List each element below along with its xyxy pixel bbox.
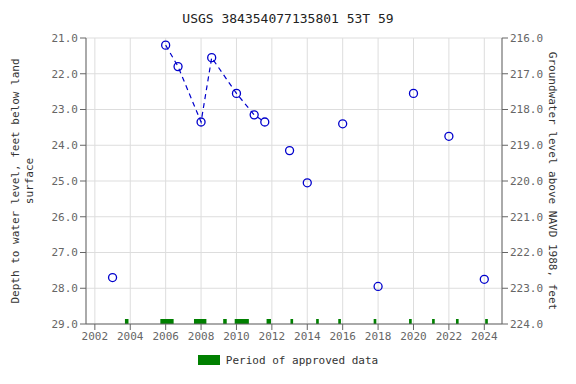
svg-text:28.0: 28.0 [52, 282, 79, 295]
svg-text:2022: 2022 [436, 330, 463, 343]
svg-text:24.0: 24.0 [52, 139, 79, 152]
svg-text:2018: 2018 [365, 330, 392, 343]
svg-text:2014: 2014 [294, 330, 321, 343]
svg-text:Groundwater level above NAVD 1: Groundwater level above NAVD 1988, feet [546, 52, 559, 310]
svg-text:2006: 2006 [152, 330, 179, 343]
svg-text:27.0: 27.0 [52, 246, 79, 259]
svg-text:220.0: 220.0 [510, 175, 543, 188]
svg-text:2024: 2024 [471, 330, 498, 343]
svg-text:221.0: 221.0 [510, 211, 543, 224]
svg-text:217.0: 217.0 [510, 68, 543, 81]
svg-text:219.0: 219.0 [510, 139, 543, 152]
svg-text:2004: 2004 [117, 330, 144, 343]
svg-text:2002: 2002 [82, 330, 109, 343]
svg-text:26.0: 26.0 [52, 211, 79, 224]
svg-text:2012: 2012 [259, 330, 286, 343]
svg-text:216.0: 216.0 [510, 32, 543, 45]
html-text:Period of approved data: Period of approved data [225, 353, 379, 367]
svg-text:218.0: 218.0 [510, 103, 543, 116]
html-text:USGS 384354077135801 53T 59: USGS 384354077135801 53T 59 [182, 11, 394, 26]
svg-text:2008: 2008 [188, 330, 215, 343]
svg-text:2016: 2016 [329, 330, 356, 343]
svg-text:222.0: 222.0 [510, 246, 543, 259]
svg-text:2020: 2020 [400, 330, 427, 343]
svg-text:Depth to water level, feet bel: Depth to water level, feet below landsur… [9, 58, 35, 303]
svg-text:224.0: 224.0 [510, 318, 543, 331]
svg-text:23.0: 23.0 [52, 103, 79, 116]
svg-text:25.0: 25.0 [52, 175, 79, 188]
svg-text:21.0: 21.0 [52, 32, 79, 45]
svg-text:2010: 2010 [223, 330, 250, 343]
svg-text:29.0: 29.0 [52, 318, 79, 331]
svg-text:22.0: 22.0 [52, 68, 79, 81]
svg-text:223.0: 223.0 [510, 282, 543, 295]
